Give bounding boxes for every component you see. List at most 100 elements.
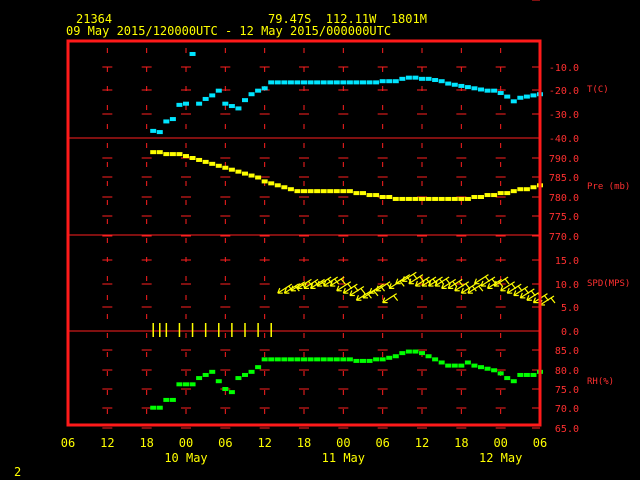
data-layer: [150, 51, 556, 410]
data-point: [294, 189, 301, 194]
wind-barb-shaft: [461, 283, 476, 294]
data-point: [530, 93, 537, 98]
data-point: [484, 193, 491, 198]
data-point: [478, 365, 484, 370]
time-period: 09 May 2015/120000UTC - 12 May 2015/0000…: [66, 24, 392, 38]
data-point: [392, 196, 399, 201]
data-point: [255, 88, 262, 93]
data-point: [307, 357, 314, 362]
data-point: [274, 80, 281, 85]
x-tick-label: 00: [336, 436, 350, 450]
data-point: [255, 365, 262, 370]
data-point: [281, 185, 288, 190]
data-point: [222, 165, 229, 170]
data-point: [163, 119, 170, 124]
data-point: [497, 371, 504, 376]
data-point: [314, 80, 321, 85]
data-point: [517, 372, 524, 377]
data-point: [419, 76, 425, 81]
data-point: [464, 85, 471, 90]
wind-barb-shaft: [447, 278, 463, 289]
x-tick-label: 00: [179, 436, 193, 450]
data-point: [287, 357, 294, 362]
wind-barb: [454, 281, 471, 292]
wind-barb-head: [427, 280, 432, 287]
data-point: [327, 357, 334, 362]
data-point: [432, 196, 439, 201]
data-point: [274, 357, 281, 362]
data-point: [373, 357, 380, 362]
wind-barb-head: [388, 283, 392, 289]
data-point: [458, 363, 465, 368]
y-tick-label: 0.0: [561, 327, 579, 338]
data-point: [228, 167, 235, 172]
data-point: [366, 80, 373, 85]
data-point: [510, 189, 517, 194]
data-point: [163, 397, 170, 402]
data-point: [183, 101, 189, 106]
data-point: [156, 405, 163, 410]
data-point: [346, 80, 353, 85]
wind-barb-head: [309, 283, 314, 289]
data-point: [379, 79, 386, 84]
wind-barb: [382, 293, 399, 304]
x-tick-label: 06: [375, 436, 389, 450]
wind-barb-head: [382, 297, 386, 303]
wind-barb-shaft: [303, 278, 319, 289]
data-point: [464, 196, 471, 201]
y-tick-label: 75.0: [555, 385, 579, 396]
wind-barb-feather: [550, 297, 556, 304]
wind-barb-feather: [373, 290, 379, 297]
wind-barb-feather: [478, 285, 484, 292]
data-point: [150, 150, 157, 155]
data-point: [386, 79, 393, 84]
data-point: [176, 382, 183, 387]
data-point: [268, 357, 275, 362]
x-tick-label: 18: [297, 436, 311, 450]
data-point: [333, 357, 340, 362]
wind-barb: [349, 285, 366, 297]
data-point: [445, 196, 452, 201]
data-point: [314, 189, 321, 194]
data-point: [150, 128, 157, 133]
data-point: [189, 382, 196, 387]
wind-barb-head: [460, 287, 464, 294]
wind-barb-shaft: [539, 295, 555, 306]
wind-barb-shaft: [467, 283, 483, 294]
data-point: [386, 195, 393, 199]
data-point: [202, 159, 209, 164]
data-point: [353, 191, 360, 196]
y-tick-label: 80.0: [555, 366, 579, 377]
data-point: [379, 195, 386, 199]
wind-barb-head: [532, 297, 537, 303]
data-point: [412, 75, 419, 80]
data-point: [458, 196, 465, 201]
data-point: [425, 76, 432, 81]
data-point: [281, 80, 288, 85]
wind-barb-feather: [393, 295, 399, 301]
y-tick-label: 65.0: [555, 424, 579, 435]
wind-barb-shaft: [454, 281, 470, 292]
data-point: [268, 181, 275, 186]
data-point: [497, 91, 504, 96]
wind-barb-head: [362, 292, 366, 299]
wind-barb-head: [290, 285, 294, 291]
data-point: [196, 376, 203, 381]
wind-barb-shaft: [520, 288, 535, 299]
data-point: [307, 189, 314, 194]
data-point: [360, 80, 366, 85]
data-point: [471, 195, 478, 199]
data-point: [346, 357, 353, 362]
data-point: [392, 354, 399, 359]
wind-barb-shaft: [500, 281, 515, 292]
wind-barb-head: [329, 280, 333, 287]
data-point: [176, 102, 183, 107]
wind-barb-shaft: [277, 283, 293, 294]
wind-barb-head: [303, 283, 307, 289]
data-point: [287, 187, 294, 192]
wind-barb-shaft: [441, 278, 456, 289]
data-point: [405, 75, 412, 80]
data-point: [320, 357, 327, 362]
wind-barb-head: [447, 283, 451, 289]
wind-barb: [493, 276, 510, 287]
